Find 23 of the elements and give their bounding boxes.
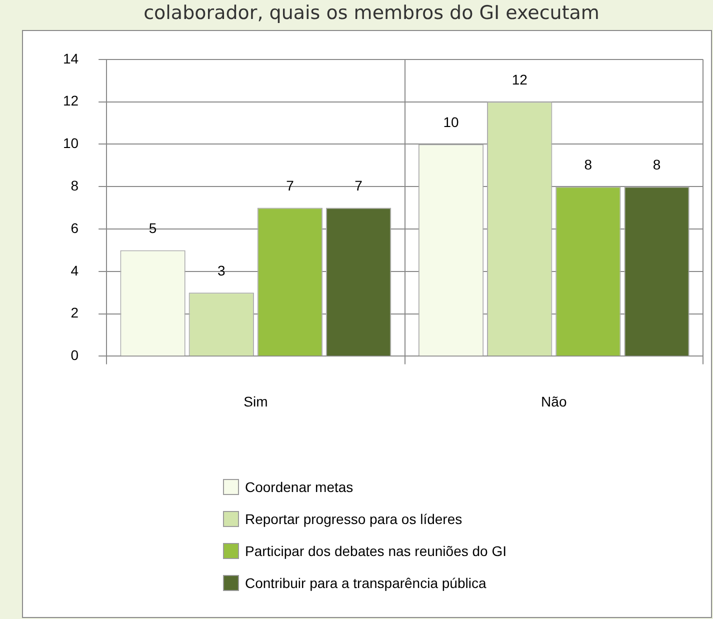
y-tick-label: 8 bbox=[70, 177, 79, 194]
x-tick-label: Não bbox=[541, 393, 567, 410]
data-label: 12 bbox=[512, 72, 528, 88]
data-label: 7 bbox=[286, 178, 294, 194]
y-tick-label: 14 bbox=[62, 50, 79, 66]
x-tick-label: Sim bbox=[244, 393, 268, 410]
data-label: 8 bbox=[652, 156, 661, 172]
y-tick-label: 4 bbox=[70, 262, 79, 278]
data-label: 10 bbox=[443, 114, 460, 130]
y-tick-label: 0 bbox=[70, 347, 79, 364]
data-label: 7 bbox=[354, 178, 363, 194]
legend-label: Reportar progresso para os líderes bbox=[245, 511, 462, 527]
legend-label: Participar dos debates nas reuniões do GI bbox=[245, 543, 506, 559]
data-label: 8 bbox=[584, 156, 592, 172]
data-label: 5 bbox=[148, 220, 157, 236]
y-tick-label: 10 bbox=[62, 135, 79, 152]
y-tick-label: 12 bbox=[62, 92, 79, 109]
y-tick-label: 6 bbox=[70, 220, 79, 236]
legend-label: Coordenar metas bbox=[245, 479, 354, 495]
chart-title: colaborador, quais os membros do GI executam bbox=[142, 2, 600, 24]
data-label: 3 bbox=[217, 262, 226, 278]
legend-label: Contribuir para a transparência pública bbox=[245, 575, 486, 591]
y-tick-label: 2 bbox=[70, 304, 79, 321]
